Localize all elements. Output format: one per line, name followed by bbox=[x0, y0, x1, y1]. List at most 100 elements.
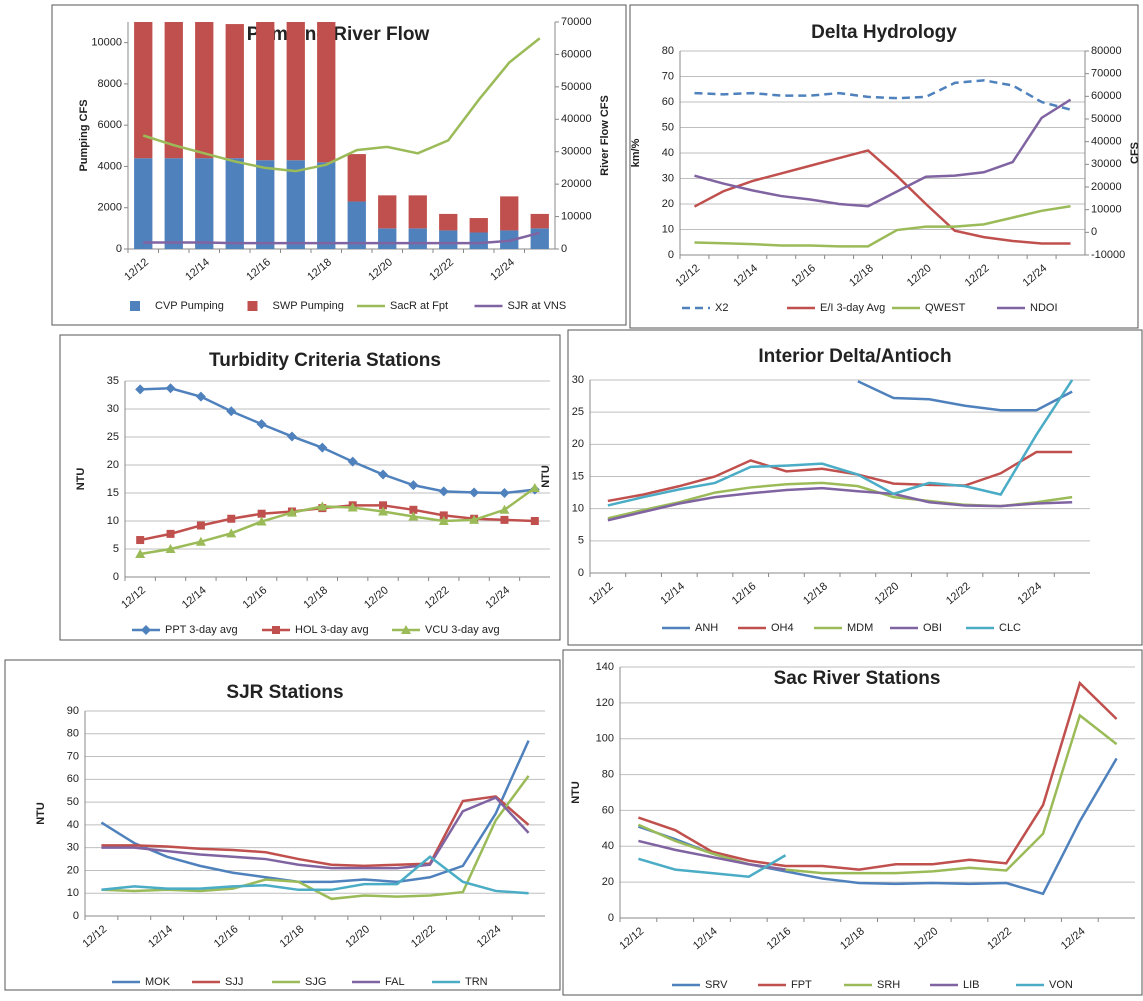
bar bbox=[530, 228, 549, 249]
x-tick-label: 12/12 bbox=[122, 256, 151, 283]
y-tick-label: 20 bbox=[572, 438, 584, 450]
x-tick-label: 12/16 bbox=[241, 584, 270, 611]
bar bbox=[134, 158, 153, 249]
bar bbox=[164, 158, 183, 249]
y-axis-title: NTU bbox=[570, 781, 582, 804]
line bbox=[101, 775, 530, 901]
marker bbox=[257, 509, 266, 518]
y-tick-label: 60 bbox=[662, 96, 674, 108]
bar bbox=[256, 22, 275, 161]
marker bbox=[378, 506, 389, 516]
marker bbox=[195, 536, 206, 546]
marker bbox=[500, 515, 509, 524]
marker bbox=[272, 626, 280, 634]
y-tick-label: 15 bbox=[107, 487, 119, 499]
bar bbox=[408, 228, 427, 249]
x-tick-label: 12/16 bbox=[765, 925, 794, 952]
y2-tick-label: -10000 bbox=[1091, 249, 1125, 261]
panel-frame bbox=[629, 4, 1139, 329]
y-tick-label: 50 bbox=[662, 121, 674, 133]
y2-tick-label: 30000 bbox=[561, 146, 592, 158]
bar bbox=[378, 195, 397, 229]
line bbox=[143, 231, 541, 245]
legend-label: SJG bbox=[305, 976, 326, 988]
legend-label: ANH bbox=[695, 622, 718, 634]
line bbox=[637, 680, 1118, 871]
legend-label: MOK bbox=[145, 976, 171, 988]
marker bbox=[408, 511, 419, 521]
x-tick-label: 12/22 bbox=[985, 925, 1014, 952]
legend-label: QWEST bbox=[925, 302, 966, 314]
y-tick-label: 40 bbox=[67, 819, 79, 831]
y-tick-label: 25 bbox=[572, 406, 584, 418]
bar bbox=[134, 22, 153, 159]
y-tick-label: 0 bbox=[73, 910, 79, 922]
marker bbox=[227, 514, 236, 523]
line bbox=[607, 379, 1074, 507]
y-tick-label: 20 bbox=[67, 864, 79, 876]
legend-label: OBI bbox=[923, 622, 942, 634]
legend-label: SWP Pumping bbox=[273, 300, 344, 312]
y2-tick-label: 50000 bbox=[1091, 113, 1122, 125]
y-tick-label: 10 bbox=[662, 223, 674, 235]
bar bbox=[469, 232, 488, 249]
y-tick-label: 0 bbox=[113, 571, 119, 583]
line bbox=[607, 486, 1073, 522]
marker bbox=[136, 536, 145, 545]
x-tick-label: 12/20 bbox=[362, 584, 391, 611]
bar bbox=[500, 196, 519, 231]
y-axis-title: Pumping CFS bbox=[78, 99, 90, 171]
marker bbox=[499, 504, 510, 514]
x-tick-label: 12/12 bbox=[119, 584, 148, 611]
marker bbox=[499, 488, 510, 498]
legend-label: LIB bbox=[963, 979, 980, 991]
y-tick-label: 0 bbox=[116, 243, 122, 255]
x-tick-label: 12/12 bbox=[587, 580, 616, 607]
y-tick-label: 100 bbox=[596, 733, 614, 745]
y2-tick-label: 20000 bbox=[1091, 181, 1122, 193]
legend-label: SJR at VNS bbox=[508, 300, 567, 312]
legend-swatch bbox=[130, 301, 140, 311]
x-tick-label: 12/24 bbox=[475, 923, 504, 950]
y-tick-label: 70 bbox=[67, 750, 79, 762]
y-tick-label: 40 bbox=[662, 147, 674, 159]
marker bbox=[438, 486, 449, 497]
marker bbox=[347, 502, 358, 512]
x-tick-label: 12/22 bbox=[963, 262, 992, 289]
legend-label: VCU 3-day avg bbox=[425, 624, 500, 636]
x-tick-label: 12/22 bbox=[409, 923, 438, 950]
chart-title: Delta Hydrology bbox=[811, 22, 957, 43]
bar bbox=[286, 160, 305, 249]
x-tick-label: 12/24 bbox=[483, 584, 512, 611]
marker bbox=[347, 456, 358, 467]
y2-tick-label: 80000 bbox=[1091, 45, 1122, 57]
line bbox=[140, 387, 535, 495]
marker bbox=[195, 391, 206, 402]
y-tick-label: 40 bbox=[602, 840, 614, 852]
y2-tick-label: 50000 bbox=[561, 81, 592, 93]
bar bbox=[408, 195, 427, 229]
y-tick-label: 80 bbox=[662, 45, 674, 57]
y-tick-label: 2000 bbox=[98, 202, 122, 214]
marker bbox=[286, 431, 297, 442]
y-tick-label: 0 bbox=[668, 249, 674, 261]
line bbox=[637, 713, 1118, 875]
line bbox=[694, 98, 1072, 208]
chart-title: Turbidity Criteria Stations bbox=[209, 350, 441, 371]
x-tick-label: 12/14 bbox=[731, 262, 760, 289]
marker bbox=[469, 514, 480, 524]
legend-label: TRN bbox=[465, 976, 488, 988]
marker bbox=[135, 384, 146, 395]
marker bbox=[438, 516, 449, 525]
bar bbox=[225, 158, 244, 249]
marker bbox=[378, 469, 389, 480]
y-tick-label: 6000 bbox=[98, 119, 122, 131]
bar bbox=[439, 230, 458, 249]
x-tick-label: 12/22 bbox=[427, 256, 456, 283]
line bbox=[100, 740, 530, 884]
y-tick-label: 25 bbox=[107, 431, 119, 443]
marker bbox=[256, 516, 267, 526]
bar bbox=[378, 228, 397, 249]
chart-title: Interior Delta/Antioch bbox=[758, 346, 951, 367]
chart-title: SJR Stations bbox=[226, 682, 343, 703]
